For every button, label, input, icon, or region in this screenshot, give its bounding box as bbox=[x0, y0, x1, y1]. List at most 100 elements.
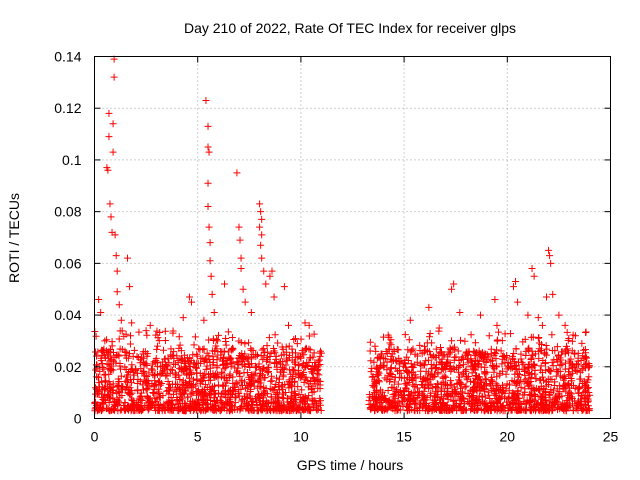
data-point bbox=[137, 395, 145, 403]
data-point bbox=[372, 347, 380, 355]
data-point bbox=[270, 406, 278, 414]
data-point bbox=[161, 336, 169, 344]
data-point bbox=[431, 364, 439, 372]
data-point bbox=[240, 369, 248, 377]
data-point bbox=[105, 133, 113, 141]
data-point bbox=[294, 362, 302, 370]
data-point bbox=[256, 376, 264, 384]
data-point bbox=[488, 356, 496, 364]
data-point bbox=[293, 340, 301, 348]
data-point bbox=[122, 405, 130, 413]
data-point bbox=[573, 367, 581, 375]
data-point bbox=[136, 406, 144, 414]
data-point bbox=[295, 361, 303, 369]
data-point bbox=[195, 345, 203, 353]
data-point bbox=[441, 372, 449, 380]
data-point bbox=[102, 377, 110, 385]
data-point bbox=[287, 392, 295, 400]
data-point bbox=[150, 385, 158, 393]
data-point bbox=[380, 392, 388, 400]
data-point bbox=[235, 385, 243, 393]
data-point bbox=[308, 385, 316, 393]
data-point bbox=[467, 356, 475, 364]
data-point bbox=[567, 390, 575, 398]
data-point bbox=[457, 336, 465, 344]
data-point bbox=[225, 406, 233, 414]
data-point bbox=[189, 381, 197, 389]
data-point bbox=[271, 349, 279, 357]
data-point bbox=[542, 378, 550, 386]
data-point bbox=[228, 345, 236, 353]
data-point bbox=[409, 363, 417, 371]
data-point bbox=[204, 143, 212, 151]
data-point bbox=[367, 357, 375, 365]
data-point bbox=[135, 328, 143, 336]
data-point bbox=[383, 350, 391, 358]
data-point bbox=[403, 402, 411, 410]
data-point bbox=[310, 330, 318, 338]
data-point bbox=[316, 394, 324, 402]
data-point bbox=[450, 280, 458, 288]
data-point bbox=[238, 378, 246, 386]
data-point bbox=[203, 349, 211, 357]
data-point bbox=[127, 332, 135, 340]
data-point bbox=[267, 393, 275, 401]
data-point bbox=[474, 397, 482, 405]
data-point bbox=[565, 349, 573, 357]
data-point bbox=[111, 402, 119, 410]
data-point bbox=[237, 265, 245, 273]
data-point bbox=[288, 388, 296, 396]
data-point bbox=[254, 351, 262, 359]
data-point bbox=[454, 347, 462, 355]
data-point bbox=[467, 331, 475, 339]
data-point bbox=[175, 405, 183, 413]
data-point bbox=[204, 122, 212, 130]
data-point bbox=[150, 389, 158, 397]
data-point bbox=[386, 339, 394, 347]
data-point bbox=[122, 383, 130, 391]
data-point bbox=[495, 387, 503, 395]
data-point bbox=[368, 404, 376, 412]
data-point bbox=[181, 365, 189, 373]
data-point bbox=[181, 366, 189, 374]
data-point bbox=[128, 319, 136, 327]
data-point bbox=[520, 397, 528, 405]
data-point bbox=[524, 311, 532, 319]
data-point bbox=[495, 394, 503, 402]
data-point bbox=[542, 397, 550, 405]
data-point bbox=[143, 372, 151, 380]
data-point bbox=[372, 388, 380, 396]
data-point bbox=[196, 380, 204, 388]
data-point bbox=[246, 388, 254, 396]
data-point bbox=[239, 285, 247, 293]
data-point bbox=[493, 373, 501, 381]
y-tick-label: 0.08 bbox=[54, 204, 81, 220]
data-point bbox=[443, 401, 451, 409]
data-point bbox=[421, 346, 429, 354]
data-point bbox=[388, 383, 396, 391]
data-point bbox=[406, 316, 414, 324]
data-point bbox=[493, 321, 501, 329]
data-point bbox=[107, 357, 115, 365]
data-point bbox=[555, 311, 563, 319]
x-tick-label: 0 bbox=[91, 429, 99, 445]
x-tick-label: 10 bbox=[293, 429, 309, 445]
data-point bbox=[163, 387, 171, 395]
data-point bbox=[113, 383, 121, 391]
data-point bbox=[471, 366, 479, 374]
data-point bbox=[408, 363, 416, 371]
data-point bbox=[416, 341, 424, 349]
data-point bbox=[464, 351, 472, 359]
data-point bbox=[259, 365, 267, 373]
data-point bbox=[430, 352, 438, 360]
data-point bbox=[510, 349, 518, 357]
data-point bbox=[431, 400, 439, 408]
data-point bbox=[538, 340, 546, 348]
data-point bbox=[261, 389, 269, 397]
data-point bbox=[216, 396, 224, 404]
data-point bbox=[432, 361, 440, 369]
data-point bbox=[214, 337, 222, 345]
data-point bbox=[507, 330, 515, 338]
data-point bbox=[245, 339, 253, 347]
